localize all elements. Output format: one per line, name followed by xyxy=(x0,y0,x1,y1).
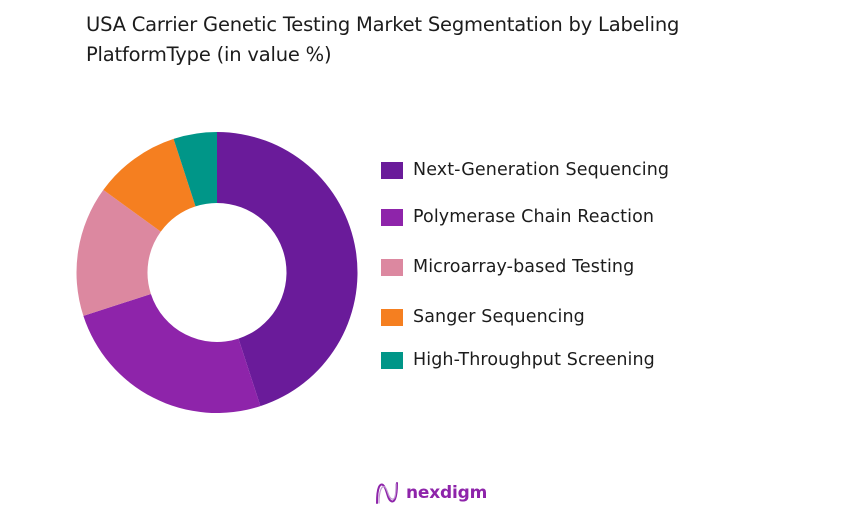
legend-label: High-Throughput Screening xyxy=(413,350,655,370)
chart-title-line-2: PlatformType (in value %) xyxy=(86,43,332,66)
legend-item-microarray-based-testing: Microarray-based Testing xyxy=(381,257,634,277)
legend-item-polymerase-chain-reaction: Polymerase Chain Reaction xyxy=(381,207,654,227)
legend-item-next-generation-sequencing: Next-Generation Sequencing xyxy=(381,160,669,180)
donut-slice-polymerase-chain-reaction xyxy=(83,293,261,414)
donut-slices xyxy=(76,132,358,414)
legend-label: Polymerase Chain Reaction xyxy=(413,207,655,227)
nexdigm-logo: nexdigm xyxy=(374,481,487,505)
legend-swatch xyxy=(381,308,403,326)
donut-slice-high-throughput-screening xyxy=(173,132,217,207)
donut-slice-microarray-based-testing xyxy=(76,189,161,316)
legend-swatch xyxy=(381,161,403,179)
legend-swatch xyxy=(381,208,403,226)
legend-item-high-throughput-screening: High-Throughput Screening xyxy=(381,350,655,370)
legend-swatch xyxy=(381,258,403,276)
legend-label: Sanger Sequencing xyxy=(413,307,585,327)
donut-slice-sanger-sequencing xyxy=(103,138,196,232)
wave-n-icon xyxy=(376,482,398,504)
chart-title: USA Carrier Genetic Testing Market Segme… xyxy=(86,10,806,70)
logo-text: nexdigm xyxy=(406,483,488,503)
legend-item-sanger-sequencing: Sanger Sequencing xyxy=(381,307,585,327)
legend-label: Next-Generation Sequencing xyxy=(413,160,670,180)
chart-title-line-1: USA Carrier Genetic Testing Market Segme… xyxy=(86,13,680,36)
legend-swatch xyxy=(381,351,403,369)
legend-label: Microarray-based Testing xyxy=(413,257,635,277)
donut-slice-next-generation-sequencing xyxy=(217,132,358,407)
